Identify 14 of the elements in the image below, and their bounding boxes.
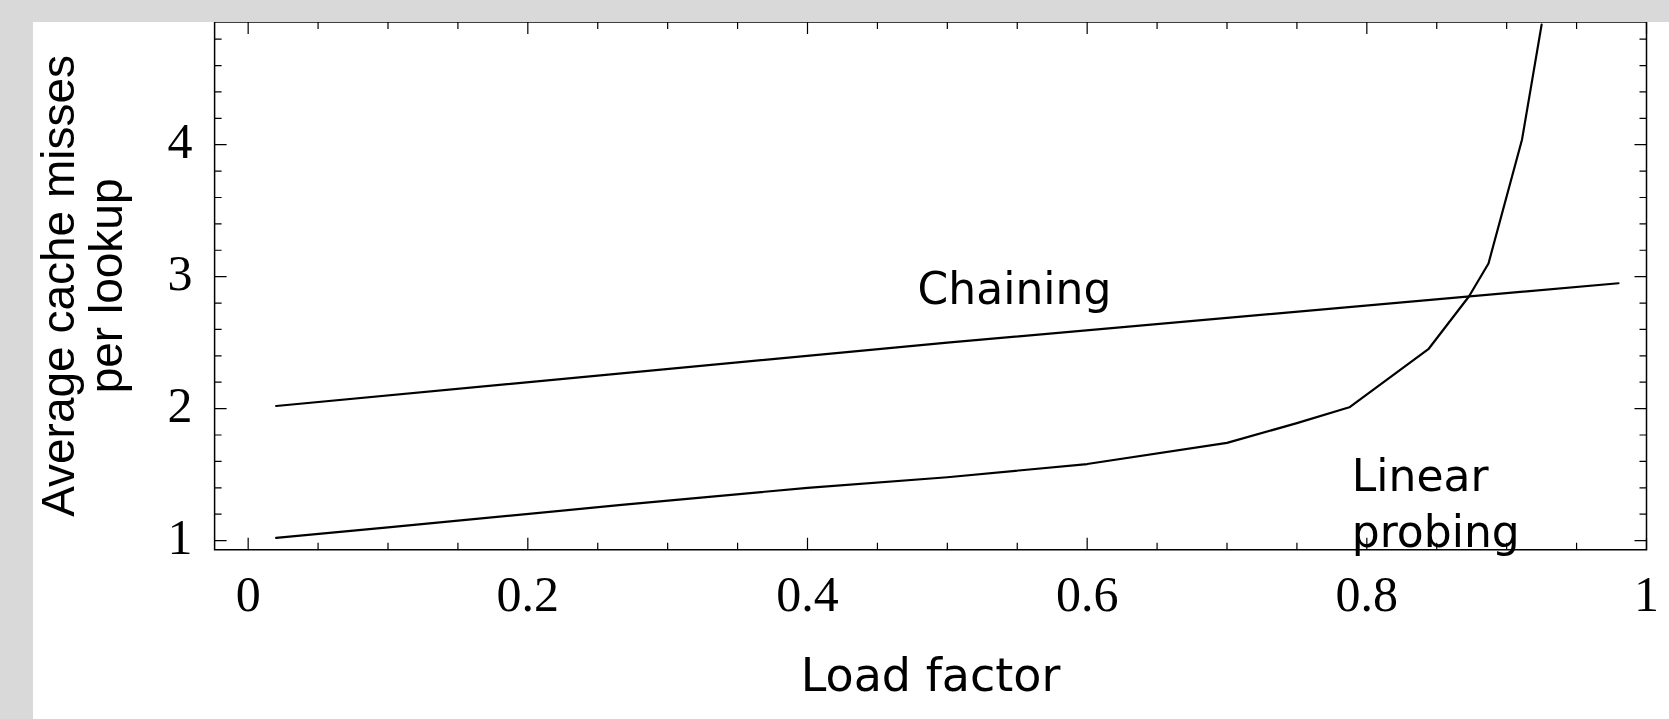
x-tick-label: 0.8 xyxy=(1335,565,1399,622)
x-tick-label: 0.6 xyxy=(1055,565,1119,622)
x-tick-label: 0 xyxy=(235,565,261,622)
x-tick-label: 0.2 xyxy=(496,565,560,622)
y-tick-label: 3 xyxy=(167,244,193,301)
y-tick-label: 1 xyxy=(167,508,193,565)
x-tick-label: 0.4 xyxy=(776,565,839,622)
y-tick-label: 4 xyxy=(167,112,193,169)
x-axis-title: Load factor xyxy=(800,648,1061,703)
x-tick-label: 1 xyxy=(1634,565,1659,622)
series-label: Linear probing xyxy=(1351,449,1520,557)
series-label: Chaining xyxy=(917,263,1112,315)
y-axis-title: Average cache misses per lookup xyxy=(31,54,133,517)
y-tick-label: 2 xyxy=(167,376,193,433)
